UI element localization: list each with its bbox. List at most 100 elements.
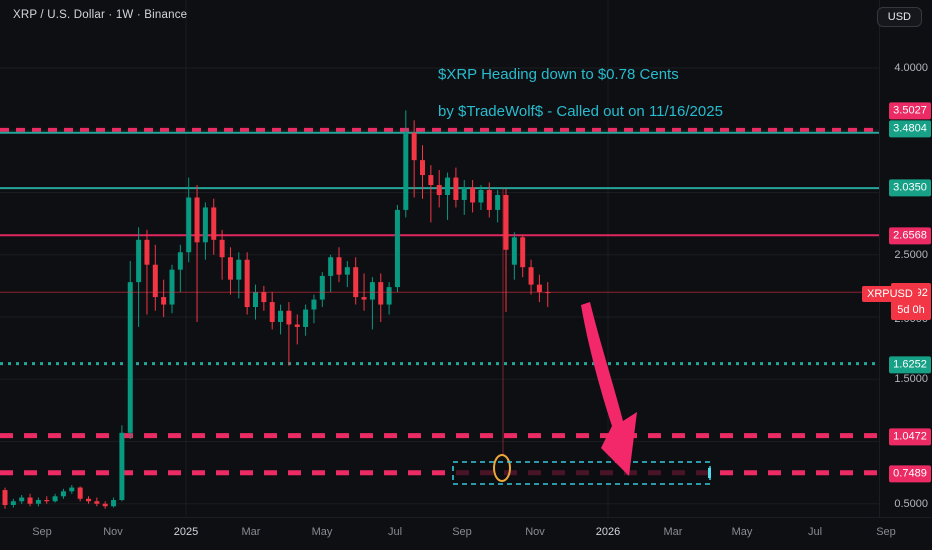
time-axis-label: Sep — [876, 526, 896, 538]
candle — [186, 197, 192, 253]
candle — [60, 491, 66, 497]
candle — [353, 267, 359, 298]
candle — [403, 132, 409, 210]
chart-pane[interactable]: $XRP Heading down to $0.78 Cents by $Tra… — [0, 0, 880, 518]
candle — [536, 284, 542, 293]
candle — [111, 500, 117, 507]
candle — [52, 496, 58, 502]
time-axis-label: Mar — [241, 526, 261, 538]
candle — [369, 282, 375, 300]
candle — [119, 432, 125, 501]
time-axis[interactable]: Sep Nov 2025 Mar May Jul Sep Nov 2026 Mar May Jul Se… — [0, 517, 932, 550]
candle — [303, 309, 309, 327]
candle — [211, 207, 217, 240]
candle — [161, 297, 167, 305]
candle — [10, 501, 16, 505]
symbol-price-badge: XRPUSD — [862, 286, 918, 302]
bar-countdown: 5d 0h — [897, 303, 925, 316]
time-axis-label: 2026 — [595, 526, 621, 538]
price-level-badge-3.0350[interactable]: 3.0350 — [889, 179, 931, 197]
price-level-badge-3.4804[interactable]: 3.4804 — [889, 120, 931, 138]
time-axis-label: Nov — [525, 526, 545, 538]
candle — [261, 292, 267, 303]
candle — [202, 207, 208, 243]
candle — [386, 287, 392, 305]
time-axis-label: 2025 — [173, 526, 199, 538]
candle — [420, 160, 425, 176]
candle — [503, 194, 509, 250]
candle — [361, 297, 367, 300]
candle — [286, 310, 292, 325]
candle — [311, 299, 317, 310]
candle — [102, 503, 108, 507]
box-resize-handle[interactable] — [708, 468, 711, 478]
time-axis-label: Sep — [32, 526, 52, 538]
candle — [253, 292, 258, 308]
candle — [2, 490, 8, 505]
candle — [511, 237, 517, 265]
annotation-title[interactable]: $XRP Heading down to $0.78 Cents — [438, 66, 679, 83]
price-level-badge-1.0472[interactable]: 1.0472 — [889, 428, 931, 446]
candle — [294, 324, 300, 327]
candle — [94, 501, 100, 504]
down-arrow-drawing[interactable] — [581, 302, 637, 476]
price-axis[interactable]: 4.00002.50002.00001.50000.50003.50273.48… — [879, 0, 932, 518]
candle — [136, 239, 142, 283]
price-axis-label: 4.0000 — [894, 62, 928, 74]
candle — [278, 310, 284, 322]
candle — [169, 269, 175, 305]
price-axis-label: 0.5000 — [894, 498, 928, 510]
candle — [244, 259, 250, 308]
candle — [495, 194, 501, 210]
candle — [411, 132, 417, 161]
symbol-title[interactable]: XRP / U.S. Dollar · 1W · Binance — [13, 9, 188, 21]
candle — [328, 257, 334, 276]
candle — [528, 267, 534, 285]
time-axis-label: Sep — [452, 526, 472, 538]
candle — [219, 239, 225, 258]
candle — [69, 487, 75, 492]
candle — [44, 500, 50, 502]
time-axis-label: Jul — [387, 526, 403, 538]
price-level-badge-0.7489[interactable]: 0.7489 — [889, 465, 931, 483]
candle — [378, 282, 384, 305]
price-level-badge-1.6252[interactable]: 1.6252 — [889, 356, 931, 374]
annotation-subtitle[interactable]: by $TradeWolf$ - Called out on 11/16/202… — [438, 103, 723, 120]
candlestick-chart[interactable] — [0, 0, 880, 518]
candle — [520, 237, 526, 268]
price-axis-label: 2.5000 — [894, 249, 928, 261]
candle — [453, 177, 459, 200]
candle — [152, 264, 158, 298]
candle — [19, 497, 25, 502]
candle — [428, 175, 434, 186]
candle — [394, 209, 400, 288]
target-zone-box[interactable] — [452, 461, 711, 485]
time-axis-label: May — [731, 526, 753, 538]
candle — [336, 257, 342, 275]
candle — [470, 187, 476, 203]
candle — [144, 239, 150, 265]
candle — [445, 177, 451, 195]
currency-toggle-button[interactable]: USD — [876, 7, 922, 27]
time-axis-label: May — [311, 526, 333, 538]
candle — [177, 252, 183, 270]
candle — [127, 282, 133, 433]
candle — [461, 187, 467, 200]
price-level-badge-2.6568[interactable]: 2.6568 — [889, 227, 931, 245]
candle — [236, 259, 242, 280]
candle — [86, 498, 91, 502]
price-axis-label: 1.5000 — [894, 373, 928, 385]
time-axis-label: Mar — [663, 526, 683, 538]
target-zone-fill — [453, 462, 710, 484]
entry-circle-drawing[interactable] — [493, 454, 511, 482]
candle — [77, 487, 83, 499]
candle — [478, 190, 484, 203]
price-level-badge-3.5027[interactable]: 3.5027 — [889, 102, 931, 120]
candle — [194, 197, 200, 243]
candle — [436, 185, 442, 195]
candle — [486, 190, 492, 210]
candle — [35, 500, 41, 504]
candle — [27, 497, 33, 504]
time-axis-label: Jul — [807, 526, 823, 538]
